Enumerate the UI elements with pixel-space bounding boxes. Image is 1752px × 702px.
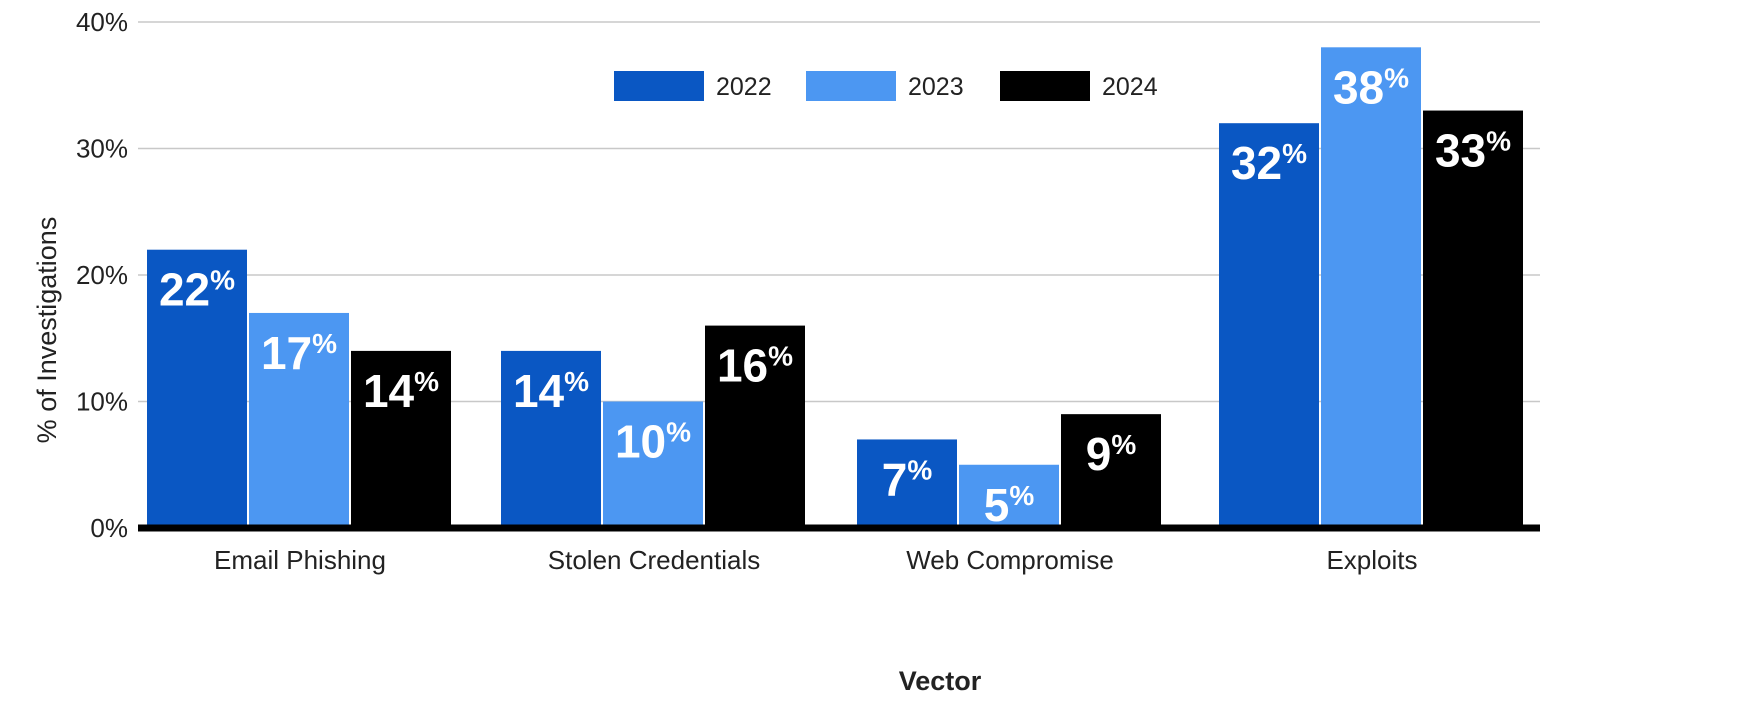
bars [147, 47, 1523, 529]
data-label-value: 22 [159, 264, 210, 316]
bar-2023-stolen-credentials [603, 401, 703, 528]
data-label-suffix: % [768, 341, 793, 372]
x-axis-title: Vector [899, 666, 982, 696]
legend-label: 2024 [1102, 73, 1158, 101]
legend: 2022 2023 2024 [614, 71, 1158, 101]
data-label: 10% [615, 416, 691, 468]
data-label: 17% [261, 327, 337, 379]
legend-swatch [1000, 71, 1090, 101]
data-label-value: 32 [1231, 137, 1282, 189]
data-label-suffix: % [210, 265, 235, 296]
x-axis-ticks: Email Phishing Stolen Credentials Web Comp… [214, 545, 1418, 575]
data-label-value: 38 [1333, 61, 1384, 113]
data-labels: 22%14%7%32%17%10%5%38%14% 16%9%33% [159, 61, 1511, 530]
bar-2024-stolen-credentials [705, 325, 805, 528]
y-tick-label: 20% [76, 260, 128, 290]
data-label: 7% [882, 453, 933, 505]
data-label-value: 7 [882, 453, 908, 505]
x-tick-label: Web Compromise [906, 545, 1114, 575]
x-tick-label: Stolen Credentials [548, 545, 760, 575]
bar-2023-email-phishing [249, 312, 349, 528]
bar-2023-web-compromise [959, 464, 1059, 528]
bar-2022-email-phishing [147, 249, 247, 528]
data-label: 33% [1435, 125, 1511, 177]
legend-swatch [806, 71, 896, 101]
data-label: 14% [363, 365, 439, 417]
data-label: 32% [1231, 137, 1307, 189]
y-tick-label: 40% [76, 7, 128, 37]
y-axis-ticks: 0% 10% 20% 30% 40% [76, 7, 128, 543]
data-label-value: 9 [1086, 428, 1112, 480]
bar-2024-web-compromise [1061, 414, 1161, 528]
bar-2024-exploits [1423, 110, 1523, 529]
data-label-value: 17 [261, 327, 312, 379]
bar-2022-stolen-credentials [501, 350, 601, 528]
y-tick-label: 30% [76, 134, 128, 164]
data-label-value: 16 [717, 340, 768, 392]
data-label: 9% [1086, 428, 1137, 480]
data-label-suffix: % [907, 454, 932, 485]
x-tick-label: Email Phishing [214, 545, 386, 575]
data-label: 22% [159, 264, 235, 316]
bar-2022-web-compromise [857, 439, 957, 528]
data-label: 38% [1333, 61, 1409, 113]
bar-2024-email-phishing [351, 350, 451, 528]
data-label-value: 10 [615, 416, 666, 468]
data-label-suffix: % [312, 328, 337, 359]
legend-swatch [614, 71, 704, 101]
x-tick-label: Exploits [1326, 545, 1417, 575]
data-label: 5% [984, 479, 1035, 531]
data-label-value: 33 [1435, 125, 1486, 177]
data-label: 16% [717, 340, 793, 392]
y-tick-label: 0% [90, 513, 128, 543]
data-label-suffix: % [1111, 429, 1136, 460]
data-label-value: 14 [513, 365, 565, 417]
data-label: 14% [513, 365, 589, 417]
y-tick-label: 10% [76, 387, 128, 417]
data-label-suffix: % [564, 366, 589, 397]
data-label-suffix: % [1282, 138, 1307, 169]
data-label-value: 14 [363, 365, 415, 417]
legend-label: 2023 [908, 73, 964, 101]
bar-2022-exploits [1219, 123, 1319, 528]
data-label-suffix: % [1486, 126, 1511, 157]
data-label-suffix: % [1384, 62, 1409, 93]
data-label-suffix: % [1009, 480, 1034, 511]
data-label-value: 5 [984, 479, 1010, 531]
data-label-suffix: % [666, 417, 691, 448]
bar-2023-exploits [1321, 47, 1421, 529]
data-label-suffix: % [414, 366, 439, 397]
legend-label: 2022 [716, 73, 772, 101]
y-axis-title: % of Investigations [32, 217, 62, 444]
